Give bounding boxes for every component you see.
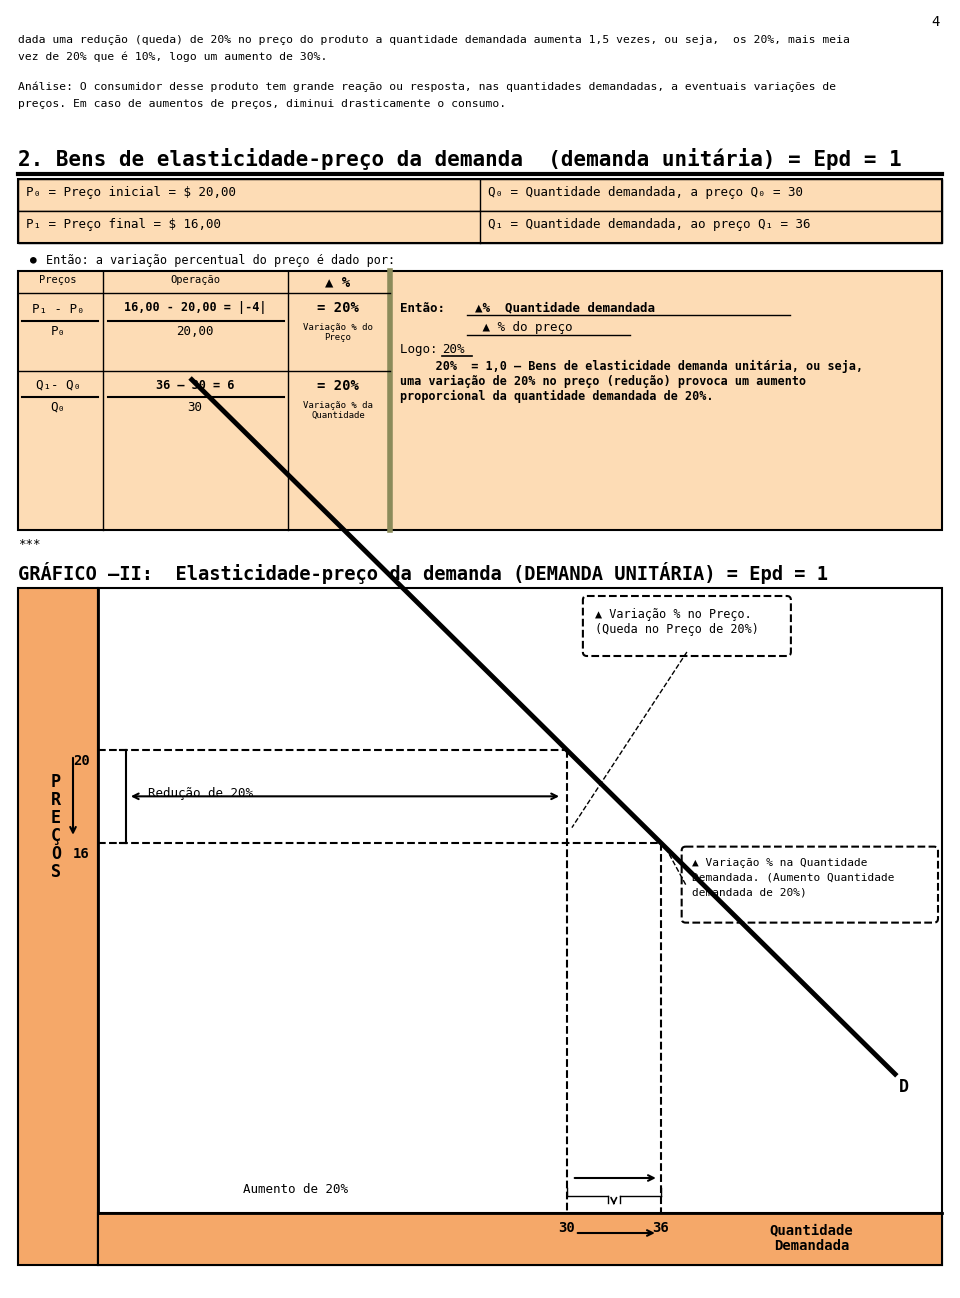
FancyBboxPatch shape — [18, 179, 942, 212]
Text: Demandada: Demandada — [774, 1240, 849, 1253]
Text: ▲ %: ▲ % — [325, 275, 350, 289]
Text: Preços: Preços — [39, 275, 77, 286]
FancyBboxPatch shape — [18, 271, 942, 530]
Text: demandada de 20%): demandada de 20%) — [691, 888, 806, 898]
Text: R: R — [51, 790, 61, 809]
FancyBboxPatch shape — [18, 588, 98, 1266]
Text: Ç: Ç — [51, 827, 61, 845]
Text: 36 – 30 = 6: 36 – 30 = 6 — [156, 379, 234, 392]
Text: Quantidade: Quantidade — [311, 411, 365, 421]
Text: E: E — [51, 809, 61, 827]
Text: 16,00 - 20,00 = |-4|: 16,00 - 20,00 = |-4| — [124, 301, 266, 314]
Text: 30: 30 — [559, 1221, 575, 1234]
Text: D: D — [900, 1079, 909, 1096]
Text: Demandada. (Aumento Quantidade: Demandada. (Aumento Quantidade — [691, 872, 894, 883]
Text: Então:    ▲%  Quantidade demandada: Então: ▲% Quantidade demandada — [400, 301, 655, 314]
Text: Quantidade: Quantidade — [770, 1223, 853, 1237]
Text: Redução de 20%: Redução de 20% — [148, 788, 253, 801]
Text: ▲ Variação % na Quantidade: ▲ Variação % na Quantidade — [691, 858, 867, 867]
FancyBboxPatch shape — [583, 596, 791, 655]
Text: Operação: Operação — [170, 275, 220, 286]
FancyBboxPatch shape — [18, 212, 942, 243]
Text: ▲ Variação % no Preço.
(Queda no Preço de 20%): ▲ Variação % no Preço. (Queda no Preço d… — [595, 607, 758, 636]
Text: 20%  = 1,0 – Bens de elasticidade demanda unitária, ou seja,: 20% = 1,0 – Bens de elasticidade demanda… — [400, 360, 863, 373]
Text: Análise: O consumidor desse produto tem grande reação ou resposta, nas quantidad: Análise: O consumidor desse produto tem … — [18, 82, 836, 92]
Text: Variação % da: Variação % da — [303, 401, 372, 410]
Text: ●: ● — [30, 254, 36, 263]
Text: S: S — [51, 863, 61, 881]
Text: P₁ - P₀: P₁ - P₀ — [32, 302, 84, 315]
Text: preços. Em caso de aumentos de preços, diminui drasticamente o consumo.: preços. Em caso de aumentos de preços, d… — [18, 99, 506, 109]
Text: = 20%: = 20% — [317, 379, 359, 393]
Text: Logo:: Logo: — [400, 343, 452, 356]
Text: 20,00: 20,00 — [177, 324, 214, 337]
Text: uma variação de 20% no preço (redução) provoca um aumento: uma variação de 20% no preço (redução) p… — [400, 375, 806, 388]
Text: Então: a variação percentual do preço é dado por:: Então: a variação percentual do preço é … — [46, 254, 396, 267]
Text: P: P — [51, 774, 61, 790]
Text: P₀: P₀ — [51, 324, 65, 337]
Text: vez de 20% que é 10%, logo um aumento de 30%.: vez de 20% que é 10%, logo um aumento de… — [18, 52, 327, 62]
Text: Preço: Preço — [324, 334, 351, 341]
Text: Q₀ = Quantidade demandada, a preço Q₀ = 30: Q₀ = Quantidade demandada, a preço Q₀ = … — [488, 186, 803, 199]
Text: GRÁFICO –II:  Elasticidade-preço da demanda (DEMANDA UNITÁRIA) = Epd = 1: GRÁFICO –II: Elasticidade-preço da deman… — [18, 562, 828, 584]
Text: ▲ % do preço: ▲ % do preço — [400, 321, 572, 334]
Text: O: O — [51, 845, 61, 863]
Text: 4: 4 — [931, 16, 940, 29]
Text: proporcional da quantidade demandada de 20%.: proporcional da quantidade demandada de … — [400, 389, 713, 404]
Text: Q₁- Q₀: Q₁- Q₀ — [36, 379, 81, 392]
Text: 36: 36 — [652, 1221, 669, 1234]
Text: 2. Bens de elasticidade-preço da demanda  (demanda unitária) = Epd = 1: 2. Bens de elasticidade-preço da demanda… — [18, 148, 901, 170]
Text: Q₀: Q₀ — [51, 401, 65, 414]
FancyBboxPatch shape — [682, 846, 938, 923]
Text: 20%: 20% — [442, 343, 465, 356]
FancyBboxPatch shape — [98, 588, 942, 1266]
FancyBboxPatch shape — [98, 1214, 942, 1266]
Text: Aumento de 20%: Aumento de 20% — [243, 1182, 348, 1195]
Text: ***: *** — [18, 537, 40, 550]
Text: dada uma redução (queda) de 20% no preço do produto a quantidade demandada aumen: dada uma redução (queda) de 20% no preço… — [18, 35, 850, 45]
Text: = 20%: = 20% — [317, 301, 359, 315]
Text: 20: 20 — [73, 754, 90, 768]
Text: P₀ = Preço inicial = $ 20,00: P₀ = Preço inicial = $ 20,00 — [26, 186, 236, 199]
Text: Variação % do: Variação % do — [303, 323, 372, 332]
Text: 30: 30 — [187, 401, 203, 414]
Text: Q₁ = Quantidade demandada, ao preço Q₁ = 36: Q₁ = Quantidade demandada, ao preço Q₁ =… — [488, 218, 810, 231]
Text: 16: 16 — [73, 846, 90, 861]
Text: P₁ = Preço final = $ 16,00: P₁ = Preço final = $ 16,00 — [26, 218, 221, 231]
